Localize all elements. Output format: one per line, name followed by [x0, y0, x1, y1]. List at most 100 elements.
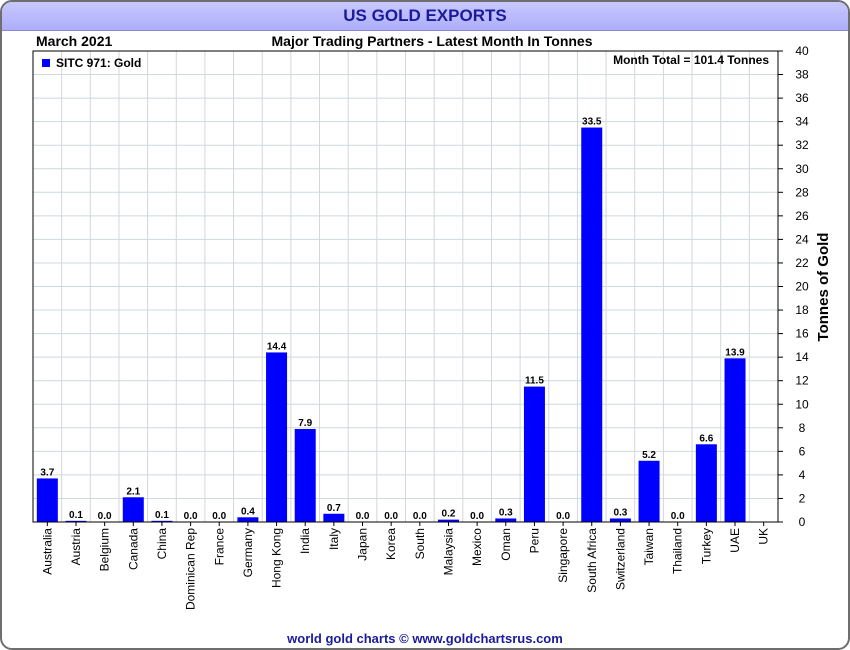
x-tick-label: South Africa [585, 528, 599, 593]
value-label: 3.7 [40, 467, 54, 478]
value-label: 0.3 [499, 507, 513, 518]
value-label: 0.0 [184, 511, 198, 522]
value-label: 0.0 [671, 511, 685, 522]
value-label: 0.4 [241, 506, 255, 517]
bar [151, 520, 173, 522]
y-tick-label: 14 [795, 350, 809, 364]
value-label: 0.0 [356, 511, 370, 522]
y-tick-label: 22 [795, 256, 809, 270]
bar [609, 518, 631, 522]
y-tick-label: 26 [795, 209, 809, 223]
bar [323, 513, 345, 522]
x-tick-label: Malaysia [441, 528, 455, 576]
x-tick-label: Canada [126, 528, 140, 570]
grid-lines [33, 50, 778, 523]
bar [523, 386, 545, 522]
value-label: 6.6 [699, 433, 713, 444]
y-tick-label: 38 [795, 68, 809, 82]
bar [294, 428, 316, 522]
x-tick-label: Oman [499, 528, 513, 561]
x-tick-label: China [155, 528, 169, 560]
y-tick-label: 24 [795, 232, 809, 246]
value-label: 0.0 [556, 511, 570, 522]
y-tick-label: 16 [795, 327, 809, 341]
y-axis-label: Tonnes of Gold [815, 233, 832, 342]
x-tick-label: Dominican Rep [184, 528, 198, 610]
x-tick-label: Belgium [98, 528, 112, 571]
value-label: 0.1 [155, 510, 169, 521]
x-tick-label: Mexico [470, 528, 484, 566]
x-tick-label: Switzerland [613, 528, 627, 590]
x-tick-label: UK [757, 528, 771, 545]
legend: SITC 971: Gold [42, 56, 141, 70]
bar [581, 127, 603, 522]
y-tick-label: 8 [799, 421, 806, 435]
chart-date: March 2021 [36, 33, 113, 49]
x-tick-label: Japan [356, 528, 370, 561]
y-tick-label: 2 [799, 491, 806, 505]
x-tick-label: Australia [40, 528, 54, 575]
x-tick-label: Singapore [556, 528, 570, 583]
x-tick-label: Germany [241, 528, 255, 577]
chart-title: US GOLD EXPORTS [343, 6, 507, 25]
x-tick-label: Austria [69, 528, 83, 566]
value-label: 13.9 [725, 347, 745, 358]
bar [122, 497, 144, 522]
y-tick-label: 0 [799, 515, 806, 529]
value-label: 11.5 [525, 376, 544, 387]
y-tick-label: 28 [795, 185, 809, 199]
value-label: 2.1 [126, 486, 140, 497]
x-tick-label: Korea [384, 528, 398, 560]
month-total-annotation: Month Total = 101.4 Tonnes [613, 53, 769, 67]
value-label: 0.7 [327, 503, 341, 514]
y-tick-label: 40 [795, 44, 809, 58]
value-labels: 3.7 0.1 0.0 2.1 0.1 0.0 0.0 0.4 14.4 7.9 0.7 0.0 0.0… [40, 117, 745, 522]
x-axis-ticks: Australia Austria Belgium Canada China Domini… [40, 522, 771, 610]
bar [266, 352, 288, 522]
value-label: 0.2 [442, 509, 456, 520]
y-tick-label: 18 [795, 303, 809, 317]
y-tick-label: 36 [795, 91, 809, 105]
legend-swatch [42, 59, 50, 67]
x-tick-label: Peru [527, 528, 541, 553]
bar [237, 517, 259, 522]
bars [36, 127, 746, 522]
bar [695, 444, 717, 522]
chart-subtitle: Major Trading Partners - Latest Month In… [271, 33, 593, 49]
value-label: 0.0 [470, 511, 484, 522]
value-label: 0.0 [212, 511, 226, 522]
y-tick-label: 6 [799, 444, 806, 458]
x-tick-label: Thailand [671, 528, 685, 574]
y-tick-label: 20 [795, 280, 809, 294]
x-tick-label: Hong Kong [270, 528, 284, 588]
title-bar: US GOLD EXPORTS [2, 2, 848, 31]
x-tick-label: India [298, 528, 312, 554]
x-tick-label: South [413, 528, 427, 559]
y-tick-label: 34 [795, 115, 809, 129]
value-label: 0.0 [98, 511, 112, 522]
value-label: 7.9 [298, 418, 312, 429]
bar [437, 519, 459, 522]
value-label: 14.4 [267, 341, 287, 352]
x-tick-label: France [212, 528, 226, 566]
x-tick-label: Taiwan [642, 528, 656, 565]
y-tick-label: 32 [795, 138, 809, 152]
footer-credit: world gold charts © www.goldchartsrus.co… [287, 631, 563, 646]
value-label: 5.2 [642, 450, 656, 461]
x-tick-label: Turkey [699, 528, 713, 564]
value-label: 0.1 [69, 510, 83, 521]
legend-label: SITC 971: Gold [56, 56, 141, 70]
x-tick-label: UAE [728, 528, 742, 553]
plot-area [32, 50, 779, 523]
y-tick-label: 4 [799, 468, 806, 482]
value-label: 33.5 [582, 117, 602, 128]
x-tick-label: Italy [327, 528, 341, 550]
value-label: 0.3 [613, 507, 627, 518]
bar [495, 518, 517, 522]
y-tick-label: 12 [795, 374, 809, 388]
bar [638, 460, 660, 522]
y-tick-label: 30 [795, 162, 809, 176]
bar [65, 520, 87, 522]
